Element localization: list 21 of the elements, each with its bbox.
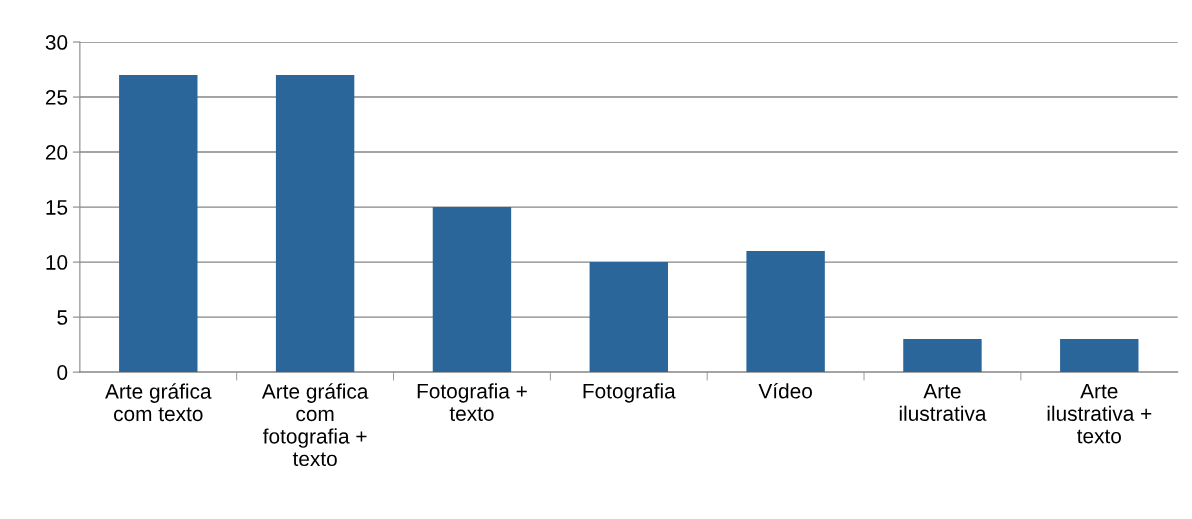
- bar: [275, 75, 355, 373]
- y-tick-label: 0: [57, 365, 68, 380]
- bar: [432, 207, 512, 373]
- y-tick-label: 25: [45, 90, 68, 105]
- y-tick-label: 10: [46, 255, 68, 270]
- y-tick-label: 15: [46, 200, 68, 215]
- bar: [589, 262, 668, 373]
- bar: [746, 251, 825, 373]
- bar: [1060, 339, 1139, 373]
- bar: [119, 75, 198, 373]
- x-tick-label: Fotografia + texto: [417, 383, 527, 421]
- y-tick-label: 5: [57, 310, 68, 325]
- y-tick-label: 20: [45, 145, 68, 160]
- bar: [903, 339, 982, 373]
- x-tick-label: Arte ilustrativa: [899, 384, 987, 421]
- y-tick-label: 30: [45, 35, 68, 50]
- x-tick-label: Fotografia: [583, 383, 676, 403]
- x-tick-label: Arte gráfica com fotografia + texto: [261, 383, 369, 467]
- x-tick-label: Vídeo: [758, 382, 812, 399]
- x-tick-label: Arte ilustrativa + texto: [1047, 384, 1152, 444]
- x-tick-label: Arte gráfica com texto: [105, 383, 212, 422]
